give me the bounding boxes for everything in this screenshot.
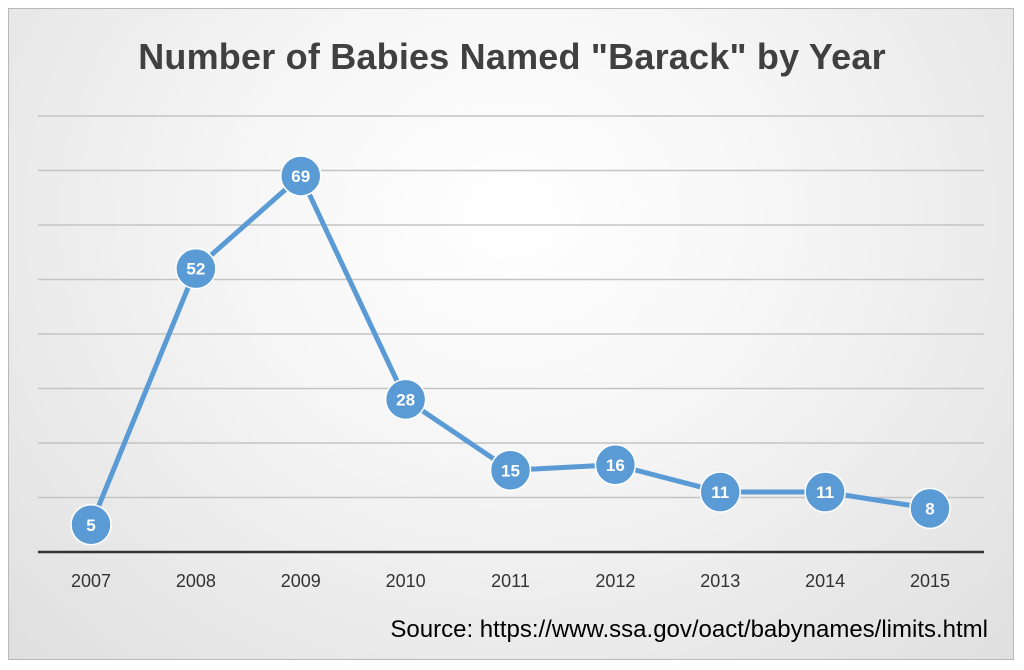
data-label: 15	[501, 461, 520, 480]
data-point-marker	[384, 378, 427, 421]
data-point-marker	[280, 155, 322, 197]
data-label: 8	[925, 499, 934, 518]
data-point-marker	[909, 487, 951, 530]
x-tick-label: 2008	[176, 571, 216, 591]
source-note: Source: https://www.ssa.gov/oact/babynam…	[390, 616, 988, 643]
chart-title: Number of Babies Named "Barack" by Year	[138, 36, 886, 77]
data-point-marker	[804, 471, 846, 513]
x-tick-label: 2013	[700, 571, 740, 591]
data-label: 11	[816, 483, 834, 502]
x-tick-label: 2015	[910, 571, 950, 591]
data-label: 16	[606, 456, 625, 475]
data-label: 69	[291, 167, 310, 186]
data-point-marker	[489, 449, 532, 491]
data-label: 28	[396, 390, 415, 409]
data-point-marker	[699, 471, 741, 513]
x-tick-label: 2014	[805, 571, 845, 591]
data-label: 5	[86, 516, 95, 535]
data-points: 5 52 69 28 15 16 11 11 8	[70, 155, 951, 546]
data-point-marker	[594, 444, 637, 486]
x-tick-labels: 2007 2008 2009 2010 2011 2012 2013 2014 2015	[71, 571, 950, 591]
data-label: 11	[711, 483, 729, 502]
data-point-marker	[175, 247, 217, 290]
x-tick-label: 2011	[491, 571, 530, 591]
data-point-marker	[70, 504, 112, 546]
x-tick-label: 2010	[386, 571, 426, 591]
x-tick-label: 2007	[71, 571, 111, 591]
data-label: 52	[186, 260, 205, 279]
gridlines	[38, 115, 984, 499]
x-tick-label: 2012	[595, 571, 635, 591]
x-tick-label: 2009	[281, 571, 321, 591]
